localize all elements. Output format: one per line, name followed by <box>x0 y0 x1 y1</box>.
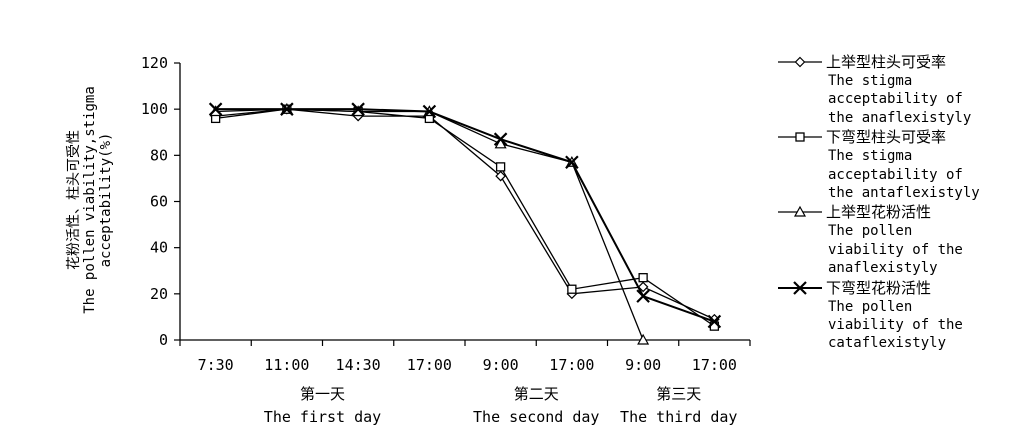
data-point-square <box>567 284 577 294</box>
y-axis-label-cn: 花粉活性、柱头可受性 <box>66 130 82 271</box>
y-tick-label: 80 <box>150 146 168 164</box>
data-point-diamond <box>495 170 506 182</box>
data-point-diamond <box>637 281 649 293</box>
x-tick-label: 17:00 <box>549 356 594 374</box>
y-tick-label: 20 <box>150 285 168 303</box>
data-point-x <box>565 155 579 170</box>
series-line-triangle <box>215 108 644 341</box>
legend-description: The stigma acceptability of the antaflex… <box>828 148 980 202</box>
x-tick-label: 11:00 <box>264 356 309 374</box>
y-tick-label: 40 <box>150 239 168 257</box>
y-tick-label: 120 <box>141 54 168 72</box>
series-line-diamond <box>215 108 715 320</box>
data-point-x <box>636 289 650 303</box>
legend-item-stigma-anaflexistyly: 上举型柱头可受率 The stigma acceptability of the… <box>776 52 1006 127</box>
legend-point-x <box>793 280 807 295</box>
day-group-label-en: The second day <box>473 408 599 426</box>
data-point-x <box>422 104 437 119</box>
legend-point-diamond <box>794 56 806 68</box>
y-axis-label: 花粉活性、柱头可受性 The pollen viability,stigma a… <box>35 50 145 350</box>
legend-title: 下弯型花粉活性 <box>826 278 932 297</box>
series-line-x <box>215 108 715 323</box>
y-tick-label: 0 <box>159 331 168 349</box>
day-group-label-en: The first day <box>264 408 381 426</box>
x-tick-label: 14:30 <box>336 356 381 374</box>
legend-title: 下弯型柱头可受率 <box>826 128 947 147</box>
legend-point-square <box>795 132 805 142</box>
legend: 上举型柱头可受率 The stigma acceptability of the… <box>776 52 1006 353</box>
data-point-square <box>495 162 506 172</box>
data-point-x <box>493 132 508 146</box>
legend-description: The pollen viability of the anaflexistyl… <box>828 223 963 277</box>
legend-item-stigma-antaflexistyly: 下弯型柱头可受率 The stigma acceptability of the… <box>776 127 1006 202</box>
legend-description: The pollen viability of the cataflexisty… <box>828 298 963 352</box>
data-point-x <box>351 102 365 116</box>
legend-marker-diamond <box>778 56 822 68</box>
y-axis-label-en-2: acceptability(%) <box>98 132 114 268</box>
legend-title: 上举型柱头可受率 <box>826 53 947 71</box>
x-tick-label: 7:30 <box>198 356 234 374</box>
legend-marker-square <box>778 132 822 142</box>
data-point-triangle <box>637 333 650 345</box>
y-tick-label: 60 <box>150 193 168 211</box>
x-tick-label: 9:00 <box>483 356 519 374</box>
legend-title: 上举型花粉活性 <box>826 203 932 222</box>
data-point-square <box>638 273 648 283</box>
x-tick-label: 17:00 <box>407 356 452 374</box>
legend-item-pollen-cataflexistyly: 下弯型花粉活性 The pollen viability of the cata… <box>776 278 1006 353</box>
data-point-x <box>208 102 223 116</box>
day-group-label-cn: 第二天 <box>514 385 559 403</box>
data-point-x <box>707 314 722 329</box>
y-tick-label: 100 <box>141 100 168 118</box>
x-tick-label: 17:00 <box>692 356 737 374</box>
data-point-triangle <box>494 137 507 149</box>
day-group-label-en: The third day <box>620 408 737 426</box>
legend-marker-triangle <box>778 206 822 218</box>
legend-item-pollen-anaflexistyly: 上举型花粉活性 The pollen viability of the anaf… <box>776 202 1006 277</box>
legend-description: The stigma acceptability of the anaflexi… <box>828 73 972 126</box>
x-tick-label: 9:00 <box>625 356 661 374</box>
day-group-label-cn: 第三天 <box>656 385 701 403</box>
legend-point-triangle <box>793 206 807 218</box>
data-point-x <box>280 102 294 116</box>
legend-marker-x <box>778 280 822 295</box>
y-axis-label-en-1: The pollen viability,stigma <box>82 86 98 314</box>
day-group-label-cn: 第一天 <box>300 385 345 403</box>
